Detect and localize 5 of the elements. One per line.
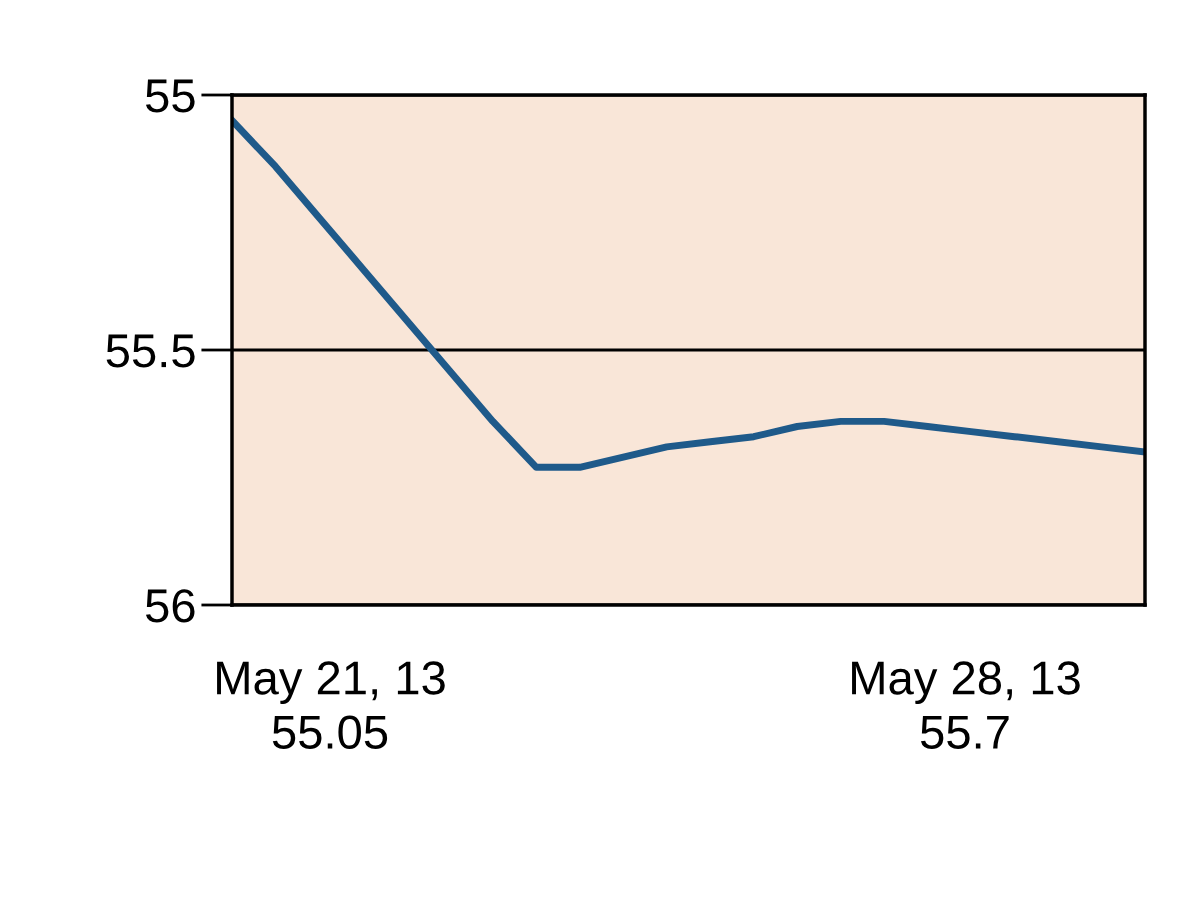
text: May 21, 13 55.05 [217,661,445,749]
y-tick-label: 56 [145,589,195,623]
text: May 28, 13 55.7 [852,661,1080,749]
y-tick-label: 55.5 [106,334,195,368]
y-tick-label: 55 [145,79,195,113]
